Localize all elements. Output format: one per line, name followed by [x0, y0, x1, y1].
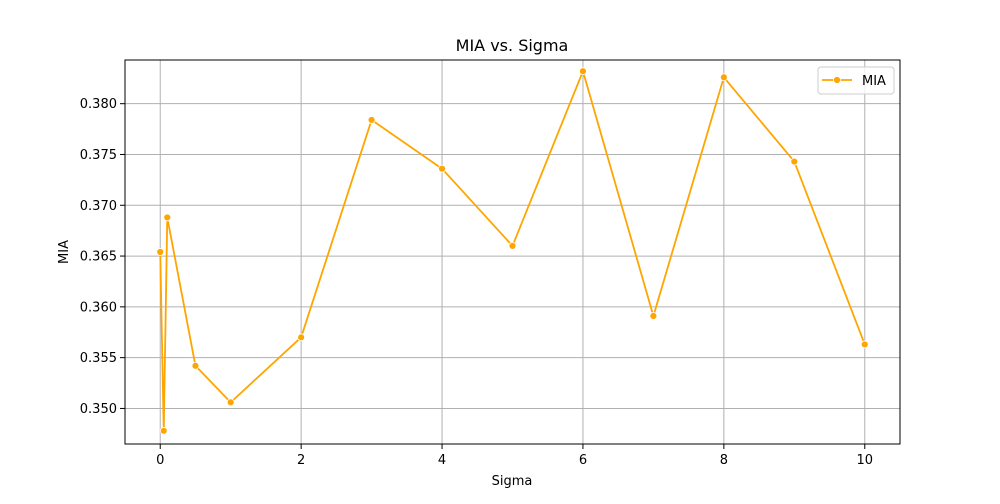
data-point: [159, 426, 168, 435]
x-tick-label: 6: [579, 453, 587, 468]
grid: [125, 60, 900, 444]
y-tick-label: 0.350: [80, 402, 117, 417]
chart-title: MIA vs. Sigma: [456, 36, 569, 55]
y-tick-label: 0.375: [80, 148, 117, 163]
data-point: [191, 361, 200, 370]
data-point: [163, 213, 172, 222]
data-point: [156, 248, 165, 256]
data-point: [649, 312, 658, 320]
data-point: [438, 164, 446, 173]
data-point: [226, 398, 235, 407]
y-axis-label: MIA: [57, 240, 72, 264]
legend-box: [817, 66, 895, 95]
data-point: [297, 333, 306, 342]
legend-marker: [833, 76, 841, 84]
y-tick-label: 0.360: [80, 300, 117, 315]
legend: MIA: [817, 66, 895, 95]
data-point: [790, 157, 799, 166]
data-point: [508, 242, 517, 250]
data-point: [367, 116, 376, 124]
x-tick-label: 4: [438, 453, 446, 468]
y-axis: 0.350 0.355 0.360 0.365 0.370 0.375 0.380: [80, 97, 125, 417]
plot-frame: [124, 59, 901, 445]
y-tick-label: 0.380: [80, 97, 117, 112]
y-tick-label: 0.355: [80, 351, 117, 366]
x-tick-label: 0: [156, 453, 164, 468]
x-tick-label: 10: [856, 453, 873, 468]
series-line-mia: [159, 70, 866, 432]
x-axis: 0 2 4 6 8 10: [156, 444, 873, 468]
x-tick-label: 8: [720, 453, 728, 468]
data-point: [719, 73, 728, 82]
x-tick-label: 2: [297, 453, 305, 468]
series-layer: [156, 67, 869, 435]
y-tick-label: 0.370: [80, 199, 117, 214]
x-axis-label: Sigma: [492, 474, 533, 489]
legend-label: MIA: [862, 74, 886, 89]
data-point: [860, 340, 869, 349]
y-tick-label: 0.365: [80, 250, 117, 265]
data-point: [579, 67, 587, 76]
